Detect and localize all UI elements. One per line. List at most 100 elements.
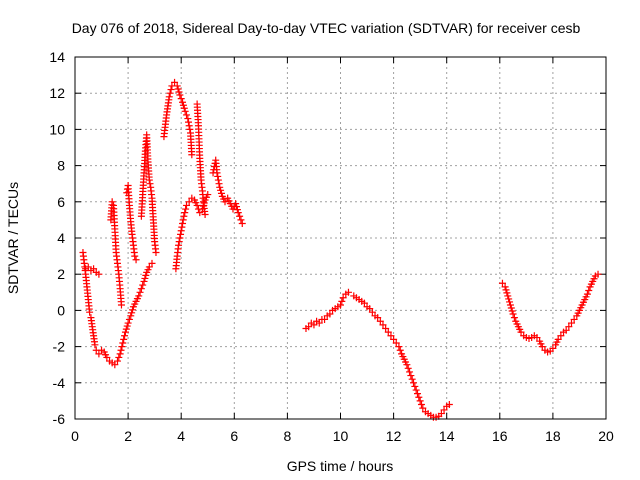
data-point <box>411 382 419 390</box>
data-point <box>533 334 541 342</box>
data-point <box>148 259 156 267</box>
data-point <box>384 328 392 336</box>
data-point <box>376 317 384 325</box>
data-point <box>379 321 387 329</box>
data-point <box>338 297 346 305</box>
y-tick-label: 2 <box>57 266 65 282</box>
data-point <box>233 203 241 211</box>
data-point <box>504 292 512 300</box>
data-point <box>234 209 242 217</box>
data-point <box>108 198 116 206</box>
data-point <box>177 95 185 103</box>
data-point <box>554 335 562 343</box>
tick-labels: 0 2 4 6 8 10 12 14 16 18 20 -6 -4 -2 0 2 4 6 8 10 12 14 <box>49 49 614 444</box>
plot-frame <box>74 56 607 420</box>
data-point <box>445 401 453 409</box>
data-point <box>111 361 119 369</box>
data-point <box>193 201 201 209</box>
data-point <box>117 301 125 309</box>
data-point <box>408 375 416 383</box>
data-point <box>509 310 517 318</box>
y-tick-label: 8 <box>57 158 65 174</box>
x-tick-label: 0 <box>71 428 79 444</box>
data-point <box>498 279 506 287</box>
x-tick-label: 2 <box>124 428 132 444</box>
data-point <box>214 176 222 184</box>
data-point <box>506 298 514 306</box>
data-point <box>175 88 183 96</box>
data-point <box>184 115 192 123</box>
data-point <box>366 305 374 313</box>
data-point <box>120 335 128 343</box>
data-point <box>136 288 144 296</box>
data-point <box>145 176 153 184</box>
y-tick-label: 4 <box>57 230 65 246</box>
data-point <box>86 308 94 316</box>
data-point <box>185 122 193 130</box>
data-point <box>337 301 344 309</box>
data-point <box>176 91 184 99</box>
data-point <box>135 292 143 300</box>
data-point <box>236 212 244 220</box>
x-tick-label: 18 <box>545 428 561 444</box>
data-point <box>406 368 414 376</box>
data-point <box>129 306 137 314</box>
data-point <box>507 304 515 312</box>
data-point <box>174 85 182 93</box>
data-point <box>583 290 591 298</box>
data-point <box>185 118 193 126</box>
data-point <box>419 404 427 412</box>
data-point <box>570 315 578 323</box>
data-point <box>217 186 225 194</box>
data-point <box>410 379 418 387</box>
data-point <box>403 361 411 369</box>
data-point <box>326 310 334 318</box>
data-point <box>185 198 193 206</box>
data-point <box>221 198 229 206</box>
x-tick-label: 6 <box>230 428 238 444</box>
data-point <box>125 315 133 323</box>
x-tick-label: 20 <box>598 428 614 444</box>
data-point <box>505 295 513 303</box>
data-point <box>132 256 140 264</box>
data-point <box>115 353 123 361</box>
data-point <box>180 104 188 112</box>
data-point <box>412 386 420 394</box>
data-point <box>232 200 240 208</box>
data-point <box>392 339 400 347</box>
data-point <box>321 315 329 323</box>
x-tick-label: 14 <box>439 428 455 444</box>
data-point <box>549 344 557 352</box>
data-point <box>128 309 136 317</box>
data-point <box>145 263 153 271</box>
data-point <box>179 101 187 109</box>
data-point <box>152 248 160 256</box>
data-point <box>181 209 189 217</box>
data-point <box>179 216 187 224</box>
data-point <box>117 346 125 354</box>
data-point <box>173 82 181 90</box>
data-point <box>183 201 191 209</box>
data-point <box>179 220 187 228</box>
data-point <box>84 263 92 271</box>
x-tick-label: 16 <box>492 428 508 444</box>
grid <box>74 56 607 420</box>
data-point <box>360 299 368 307</box>
data-point <box>506 301 514 309</box>
data-point <box>567 319 575 327</box>
data-point <box>95 350 103 358</box>
data-point <box>215 180 223 188</box>
data-point <box>310 321 318 329</box>
y-tick-label: 0 <box>57 302 65 318</box>
data-point <box>557 332 565 340</box>
data-point <box>179 98 187 106</box>
data-point <box>502 286 510 294</box>
data-point <box>119 339 127 347</box>
data-point <box>374 314 382 322</box>
data-point <box>440 406 448 414</box>
data-point <box>237 216 245 224</box>
data-point <box>188 151 196 159</box>
x-tick-label: 4 <box>177 428 185 444</box>
data-point <box>122 325 130 333</box>
data-point <box>166 89 174 97</box>
